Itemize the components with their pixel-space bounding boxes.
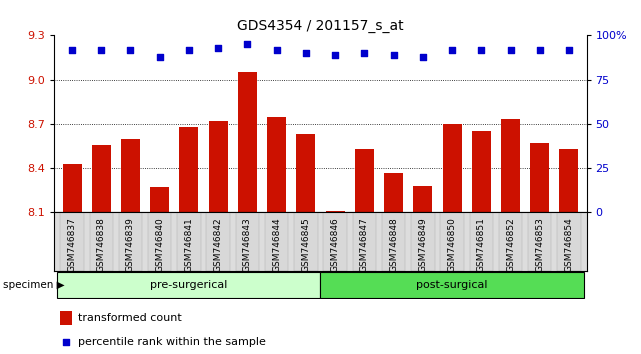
Text: GSM746853: GSM746853 <box>535 217 544 272</box>
Text: GSM746847: GSM746847 <box>360 217 369 272</box>
Text: post-surgical: post-surgical <box>416 280 488 290</box>
Bar <box>296 134 315 212</box>
Bar <box>294 212 317 271</box>
Text: transformed count: transformed count <box>78 313 182 323</box>
Text: GSM746854: GSM746854 <box>565 217 574 272</box>
Text: GSM746839: GSM746839 <box>126 217 135 272</box>
Text: GSM746837: GSM746837 <box>67 217 76 272</box>
Text: GSM746852: GSM746852 <box>506 217 515 272</box>
Bar <box>150 187 169 212</box>
Point <box>535 47 545 52</box>
Point <box>272 47 282 52</box>
Point <box>67 47 77 52</box>
Bar <box>440 212 463 271</box>
Point <box>330 52 340 58</box>
Point <box>505 47 515 52</box>
Bar <box>324 212 347 271</box>
Bar <box>238 72 257 212</box>
FancyBboxPatch shape <box>58 272 320 298</box>
Point <box>359 50 369 56</box>
Point <box>154 54 165 59</box>
Point <box>213 45 223 51</box>
FancyBboxPatch shape <box>320 272 583 298</box>
Point <box>301 50 311 56</box>
Bar <box>442 124 462 212</box>
Bar <box>472 131 491 212</box>
Bar <box>119 212 142 271</box>
Text: specimen ▶: specimen ▶ <box>3 280 65 290</box>
Text: GSM746842: GSM746842 <box>213 217 222 272</box>
Text: GSM746851: GSM746851 <box>477 217 486 272</box>
Bar <box>236 212 259 271</box>
Bar <box>528 212 551 271</box>
Text: GSM746838: GSM746838 <box>97 217 106 272</box>
Bar <box>560 149 578 212</box>
Point <box>96 47 106 52</box>
Bar <box>411 212 435 271</box>
Bar <box>265 212 288 271</box>
Text: GSM746849: GSM746849 <box>419 217 428 272</box>
Bar <box>530 143 549 212</box>
Title: GDS4354 / 201157_s_at: GDS4354 / 201157_s_at <box>237 19 404 33</box>
Point <box>60 339 71 344</box>
Text: pre-surgerical: pre-surgerical <box>150 280 228 290</box>
Bar <box>499 212 522 271</box>
Bar <box>384 173 403 212</box>
Bar <box>413 186 432 212</box>
Text: GSM746850: GSM746850 <box>447 217 456 272</box>
Bar <box>355 149 374 212</box>
Point <box>388 52 399 58</box>
Bar <box>90 212 113 271</box>
Bar <box>557 212 581 271</box>
Point <box>126 47 136 52</box>
Point <box>476 47 487 52</box>
Bar <box>382 212 405 271</box>
Point <box>242 41 253 47</box>
Bar <box>148 212 171 271</box>
Text: GSM746845: GSM746845 <box>301 217 310 272</box>
Point <box>564 47 574 52</box>
Point <box>184 47 194 52</box>
Point <box>418 54 428 59</box>
Bar <box>326 211 345 212</box>
Bar <box>206 212 230 271</box>
Text: GSM746840: GSM746840 <box>155 217 164 272</box>
Bar <box>178 212 201 271</box>
Bar <box>60 212 84 271</box>
Bar <box>179 127 199 212</box>
Bar <box>501 120 520 212</box>
Text: GSM746848: GSM746848 <box>389 217 398 272</box>
Bar <box>92 144 111 212</box>
Text: GSM746846: GSM746846 <box>331 217 340 272</box>
Bar <box>209 121 228 212</box>
Bar <box>267 116 286 212</box>
Text: GSM746841: GSM746841 <box>185 217 194 272</box>
Text: percentile rank within the sample: percentile rank within the sample <box>78 337 266 347</box>
Text: GSM746844: GSM746844 <box>272 217 281 272</box>
Bar <box>470 212 493 271</box>
Bar <box>60 312 72 325</box>
Bar <box>121 139 140 212</box>
Text: GSM746843: GSM746843 <box>243 217 252 272</box>
Point <box>447 47 457 52</box>
Bar <box>63 164 81 212</box>
Bar <box>353 212 376 271</box>
